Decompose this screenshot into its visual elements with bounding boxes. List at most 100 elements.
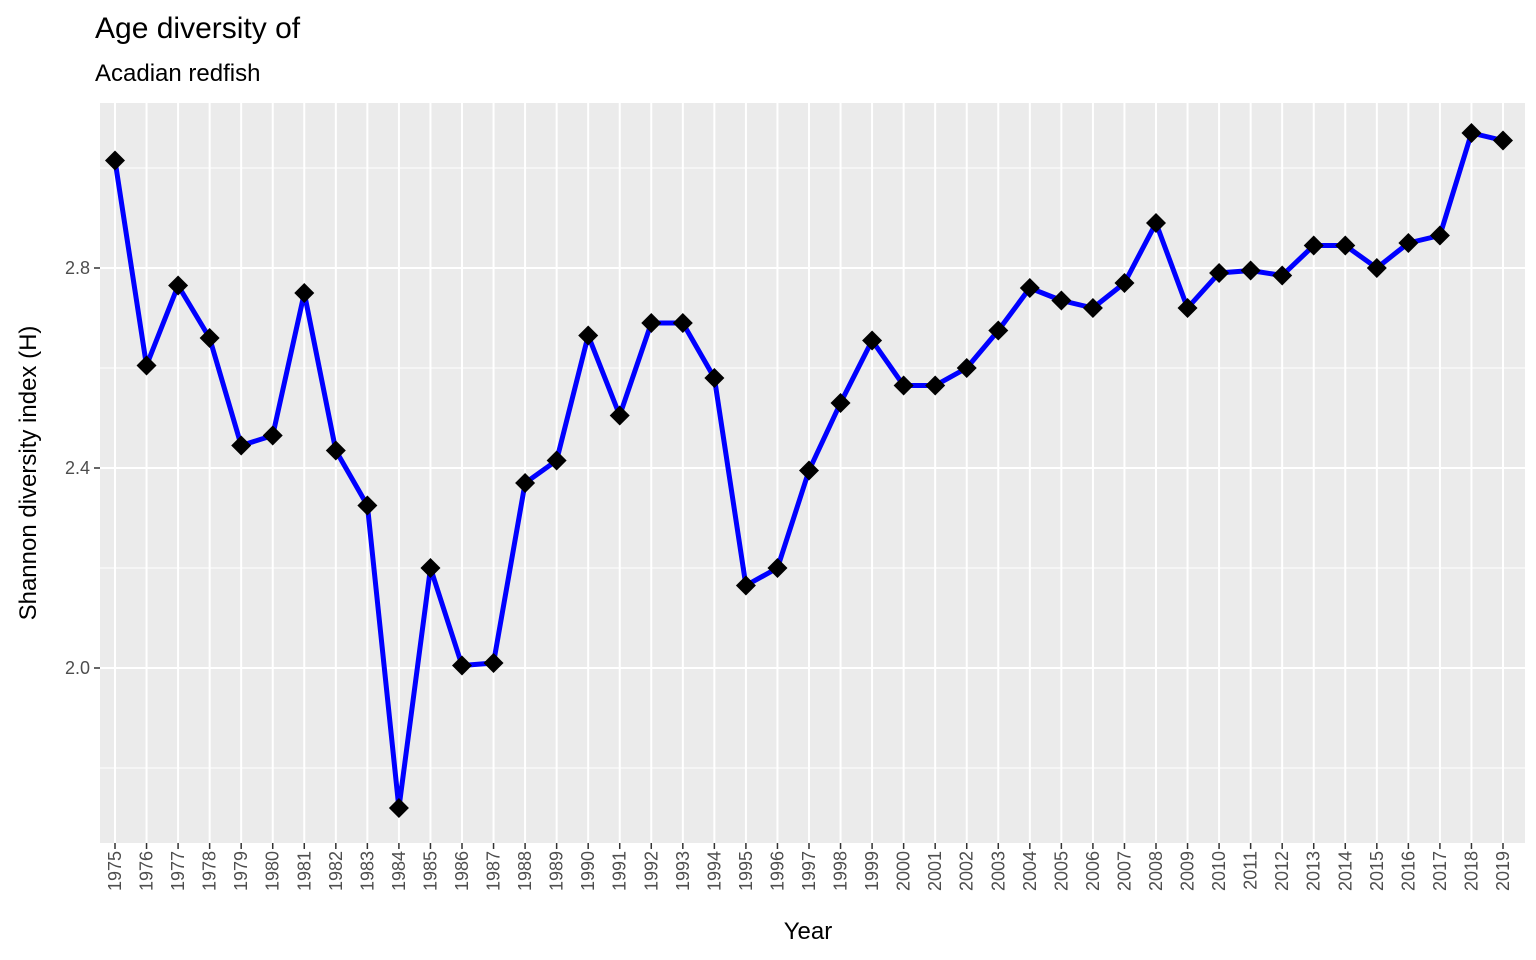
x-tick-label-1998: 1998 (831, 851, 851, 891)
x-tick-label-1975: 1975 (105, 851, 125, 891)
data-point-1988 (515, 473, 536, 493)
x-tick-label-2002: 2002 (957, 851, 977, 891)
x-tick-label-1981: 1981 (294, 851, 314, 891)
x-tick-label-2008: 2008 (1146, 851, 1166, 891)
data-point-2004 (1019, 278, 1040, 298)
x-axis-title: Year (784, 918, 833, 945)
x-tick-label-1990: 1990 (578, 851, 598, 891)
data-point-2017 (1429, 225, 1450, 246)
x-tick-label-2007: 2007 (1114, 851, 1134, 891)
minor-gridlines (100, 167, 1525, 769)
x-tick-label-1991: 1991 (610, 851, 630, 891)
x-tick-label-1984: 1984 (389, 851, 409, 891)
x-tick-label-2018: 2018 (1461, 851, 1481, 891)
x-tick-label-2012: 2012 (1272, 851, 1292, 891)
x-tick-label-1977: 1977 (168, 851, 188, 891)
y-axis-title: Shannon diversity index (H) (15, 326, 42, 621)
data-point-1994 (704, 368, 725, 388)
x-tick-label-1994: 1994 (704, 851, 724, 891)
data-point-1998 (830, 393, 851, 413)
x-tick-label-2016: 2016 (1398, 851, 1418, 891)
x-tick-label-2010: 2010 (1209, 851, 1229, 891)
x-tick-label-1980: 1980 (263, 851, 283, 891)
data-point-1983 (357, 495, 378, 516)
x-tick-label-1993: 1993 (673, 851, 693, 891)
data-point-1977 (168, 275, 189, 296)
data-point-1975 (105, 150, 125, 171)
data-point-1999 (862, 330, 883, 351)
data-point-1985 (420, 558, 441, 578)
data-point-2014 (1335, 235, 1356, 256)
x-tick-label-2019: 2019 (1493, 851, 1513, 891)
data-point-1991 (609, 405, 630, 426)
data-point-2010 (1209, 263, 1230, 283)
x-tick-label-1979: 1979 (231, 851, 251, 891)
chart-subtitle: Acadian redfish (95, 60, 261, 87)
x-tick-label-1982: 1982 (326, 851, 346, 891)
data-point-2013 (1303, 235, 1324, 256)
data-point-1979 (231, 435, 252, 456)
data-point-2001 (925, 375, 946, 396)
y-tick-label-2: 2.8 (65, 258, 90, 278)
data-point-1976 (136, 355, 157, 376)
major-gridlines (100, 103, 1525, 843)
x-tick-label-2001: 2001 (925, 851, 945, 891)
x-tick-label-2000: 2000 (894, 851, 914, 891)
data-point-1990 (578, 325, 599, 346)
data-point-1982 (325, 440, 346, 461)
data-point-1978 (199, 328, 220, 348)
x-tick-label-1976: 1976 (137, 851, 157, 891)
data-point-2009 (1177, 298, 1198, 318)
data-point-2002 (956, 358, 977, 378)
chart-title: Age diversity of (95, 12, 301, 45)
x-tick-label-2009: 2009 (1178, 851, 1198, 891)
x-tick-label-2005: 2005 (1051, 851, 1071, 891)
data-point-1980 (262, 425, 283, 446)
x-tick-label-1996: 1996 (767, 851, 787, 891)
x-tick-label-1997: 1997 (799, 851, 819, 891)
data-point-1986 (452, 655, 472, 676)
x-tick-label-1986: 1986 (452, 851, 472, 891)
data-point-1989 (546, 450, 567, 471)
y-tick-label-0: 2.0 (65, 658, 90, 678)
x-axis-ticks: 1975 1976 1977 1978 1979 1980 1981 1982 1983 1984… (105, 843, 1513, 891)
x-tick-label-2015: 2015 (1367, 851, 1387, 891)
x-tick-label-2006: 2006 (1083, 851, 1103, 891)
data-point-2008 (1146, 213, 1166, 233)
data-point-2019 (1493, 130, 1513, 151)
x-tick-label-1992: 1992 (641, 851, 661, 891)
data-point-1995 (735, 575, 756, 596)
x-tick-label-1995: 1995 (736, 851, 756, 891)
x-tick-label-1987: 1987 (484, 851, 504, 891)
data-point-2007 (1114, 273, 1135, 293)
data-point-2000 (893, 375, 914, 396)
x-tick-label-2011: 2011 (1241, 851, 1261, 890)
data-point-1992 (641, 313, 662, 333)
x-tick-label-1999: 1999 (862, 851, 882, 891)
x-tick-label-2017: 2017 (1430, 851, 1450, 891)
x-tick-label-2014: 2014 (1335, 851, 1355, 891)
data-point-2018 (1461, 123, 1482, 143)
data-point-1993 (672, 313, 693, 333)
y-tick-label-1: 2.4 (65, 458, 90, 478)
x-tick-label-1985: 1985 (420, 851, 440, 891)
x-tick-label-1989: 1989 (547, 851, 567, 891)
data-point-1996 (767, 558, 788, 578)
data-point-2016 (1398, 233, 1419, 253)
data-markers (105, 123, 1513, 818)
data-point-2011 (1240, 260, 1261, 281)
data-point-2015 (1366, 258, 1387, 278)
x-tick-label-2013: 2013 (1304, 851, 1324, 891)
data-point-1981 (294, 283, 315, 303)
data-point-1997 (799, 460, 819, 481)
data-point-2012 (1272, 265, 1293, 286)
data-point-2005 (1051, 290, 1072, 311)
x-tick-label-1983: 1983 (357, 851, 377, 891)
y-axis-ticks: 2.0 2.4 2.8 (65, 258, 100, 678)
x-tick-label-2003: 2003 (988, 851, 1008, 891)
data-point-2006 (1082, 298, 1103, 318)
x-tick-label-1978: 1978 (200, 851, 220, 891)
data-point-1987 (483, 653, 504, 673)
x-tick-label-1988: 1988 (515, 851, 535, 891)
